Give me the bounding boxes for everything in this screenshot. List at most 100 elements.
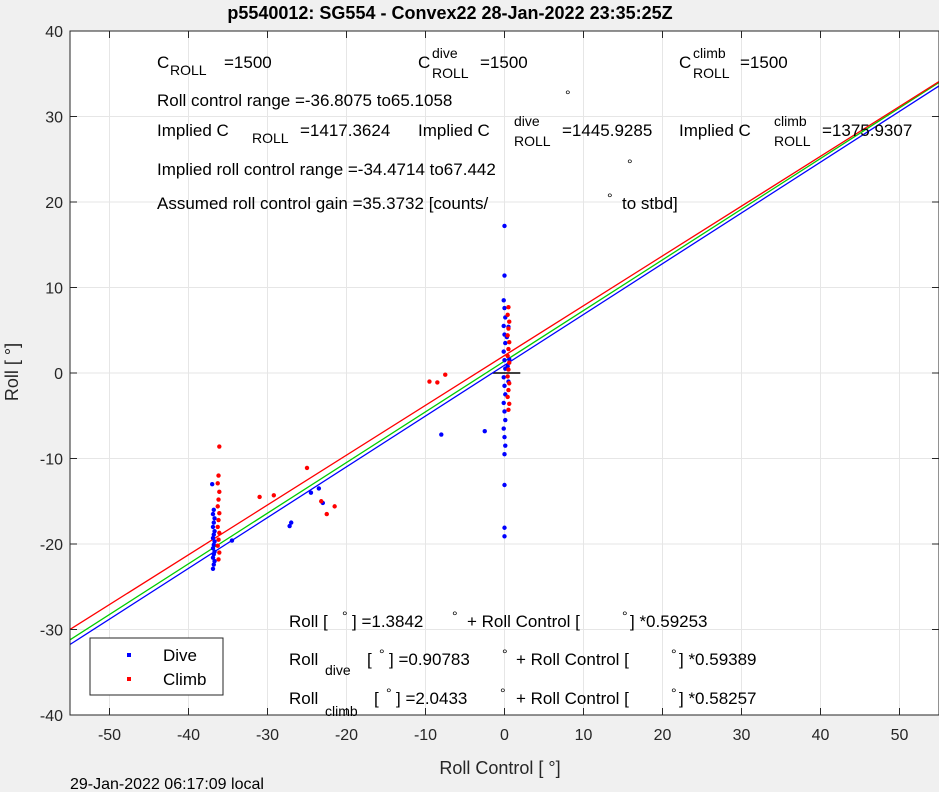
climb-point <box>507 401 512 406</box>
y-tick-label: 20 <box>45 195 63 212</box>
dive-point <box>212 558 217 564</box>
dive-point <box>211 507 216 512</box>
x-tick-label: -40 <box>177 727 200 744</box>
dive-point <box>212 549 217 554</box>
climb-point <box>271 493 277 498</box>
dive-point <box>287 523 292 529</box>
dive-point <box>501 375 506 380</box>
c-climb-value: =1500 <box>740 53 788 72</box>
implied-c-roll-value: =1417.3624 <box>300 121 390 140</box>
dive-point <box>502 534 507 539</box>
dive-point <box>212 528 217 534</box>
legend: Dive Climb <box>89 637 224 696</box>
gain-degree: ° <box>607 190 613 206</box>
roll-control-range-degree: ° <box>565 87 571 103</box>
eq-dive-control: + Roll Control [ <box>516 650 629 669</box>
footer-timestamp: 29-Jan-2022 06:17:09 local <box>70 776 264 792</box>
c-dive-sup: dive <box>432 45 458 61</box>
eq-climb-deg2: ° <box>500 685 506 701</box>
c-dive-value: =1500 <box>480 53 528 72</box>
assumed-gain: Assumed roll control gain =35.3732 [coun… <box>157 194 489 213</box>
climb-point <box>443 372 448 377</box>
y-tick-label: 30 <box>45 110 63 127</box>
y-tick-label: -20 <box>40 537 63 554</box>
dive-point <box>210 535 216 541</box>
dive-point <box>505 363 510 369</box>
eq-all-intercept: ] =1.3842 <box>352 612 423 631</box>
climb-point <box>505 353 510 359</box>
x-tick-label: 40 <box>812 727 830 744</box>
climb-point <box>215 524 220 530</box>
eq-dive-sub: dive <box>325 662 351 678</box>
y-tick-label: 10 <box>45 281 63 298</box>
dive-point <box>210 524 216 530</box>
c-roll-sub: ROLL <box>170 62 207 78</box>
implied-c-climb-value: =1375.9307 <box>822 121 912 140</box>
x-tick-label: -50 <box>98 727 121 744</box>
climb-point <box>506 304 511 310</box>
climb-point <box>507 381 512 386</box>
climb-point <box>215 481 220 486</box>
x-tick-label: 20 <box>654 727 672 744</box>
eq-dive-deg2: ° <box>502 646 508 662</box>
climb-point <box>215 504 220 509</box>
dive-point <box>501 298 506 303</box>
legend-box <box>89 637 224 696</box>
climb-point <box>427 379 432 384</box>
dive-point <box>501 426 506 431</box>
climb-point <box>319 499 324 504</box>
eq-climb-roll: Roll <box>289 689 318 708</box>
dive-point <box>502 452 507 457</box>
implied-c-climb-label: Implied C <box>679 121 751 140</box>
x-tick-label: 50 <box>891 727 909 744</box>
legend-dive-marker <box>127 653 131 657</box>
x-tick-label: -10 <box>414 727 437 744</box>
c-dive-label: C <box>418 53 430 72</box>
c-climb-sub: ROLL <box>693 65 730 81</box>
y-tick-label: 0 <box>54 366 63 383</box>
dive-point <box>502 223 507 229</box>
eq-all-roll: Roll [ <box>289 612 328 631</box>
eq-all-deg1: ° <box>342 608 348 624</box>
implied-c-roll-sub: ROLL <box>252 130 289 146</box>
dive-point <box>501 349 506 354</box>
c-climb-label: C <box>679 53 691 72</box>
climb-point <box>506 326 511 331</box>
climb-point <box>505 333 510 338</box>
y-tick-label: 40 <box>45 24 63 41</box>
dive-point <box>502 383 507 389</box>
chart-title: p5540012: SG554 - Convex22 28-Jan-2022 2… <box>227 3 672 23</box>
implied-c-climb-sup: climb <box>774 113 807 129</box>
eq-climb-slope: ] *0.58257 <box>679 689 757 708</box>
dive-point <box>211 520 216 525</box>
climb-point <box>506 407 511 412</box>
eq-dive-bracket: [ <box>367 650 372 669</box>
climb-point <box>217 489 222 495</box>
climb-point <box>506 367 511 372</box>
roll-control-range: Roll control range =-36.8075 to65.1058 <box>157 91 452 110</box>
eq-climb-intercept: ] =2.0433 <box>396 689 467 708</box>
c-roll-label: C <box>157 53 169 72</box>
implied-range-degree: ° <box>627 156 633 172</box>
eq-all-control: + Roll Control [ <box>467 612 580 631</box>
dive-point <box>501 323 506 329</box>
dive-point <box>502 273 507 278</box>
dive-point <box>212 539 217 544</box>
climb-point <box>507 360 512 365</box>
dive-point <box>503 417 508 423</box>
climb-point <box>505 312 510 318</box>
climb-point <box>216 473 221 478</box>
eq-all-deg3: ° <box>622 608 628 624</box>
dive-point <box>502 357 507 363</box>
eq-climb-deg1: ° <box>386 685 392 701</box>
climb-point <box>304 465 310 471</box>
dive-point <box>229 538 235 543</box>
c-roll-value: =1500 <box>224 53 272 72</box>
x-tick-label: 0 <box>500 727 509 744</box>
climb-point <box>257 494 262 500</box>
climb-point <box>216 537 221 542</box>
dive-point <box>211 532 216 537</box>
c-climb-sup: climb <box>693 45 726 61</box>
dive-point <box>502 409 507 414</box>
